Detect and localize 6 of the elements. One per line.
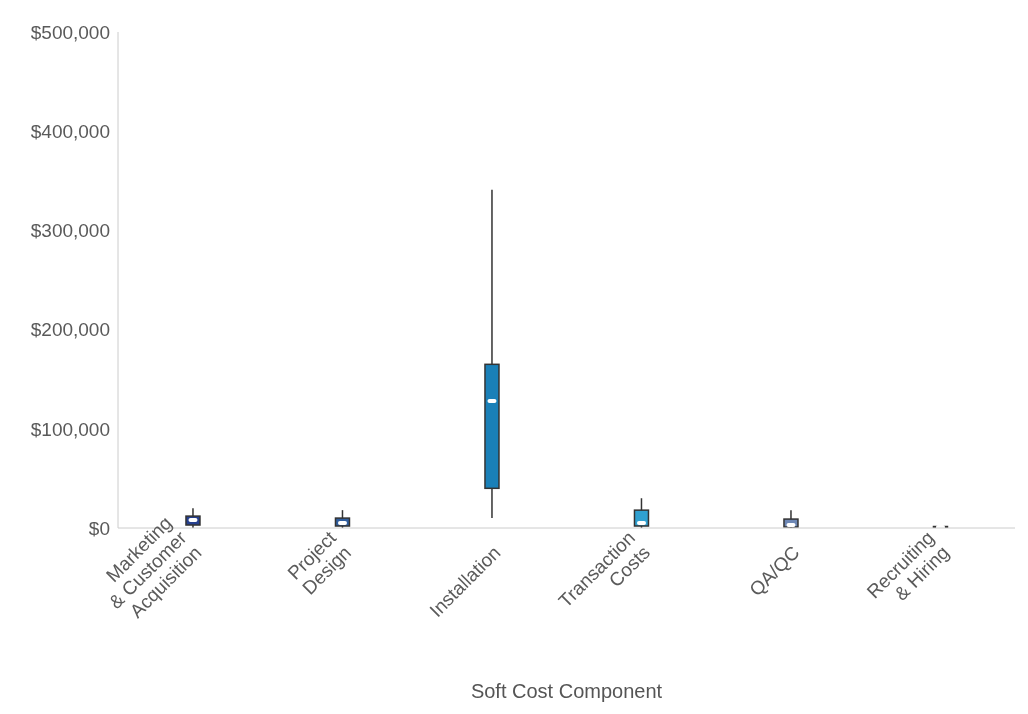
y-tick-label: $500,000 — [30, 21, 110, 43]
y-tick-label: $200,000 — [30, 319, 110, 341]
x-axis-title: Soft Cost Component — [470, 680, 663, 702]
y-tick-label: $100,000 — [30, 418, 110, 440]
y-tick-label: $300,000 — [30, 220, 110, 242]
y-tick-label: $400,000 — [30, 120, 110, 142]
